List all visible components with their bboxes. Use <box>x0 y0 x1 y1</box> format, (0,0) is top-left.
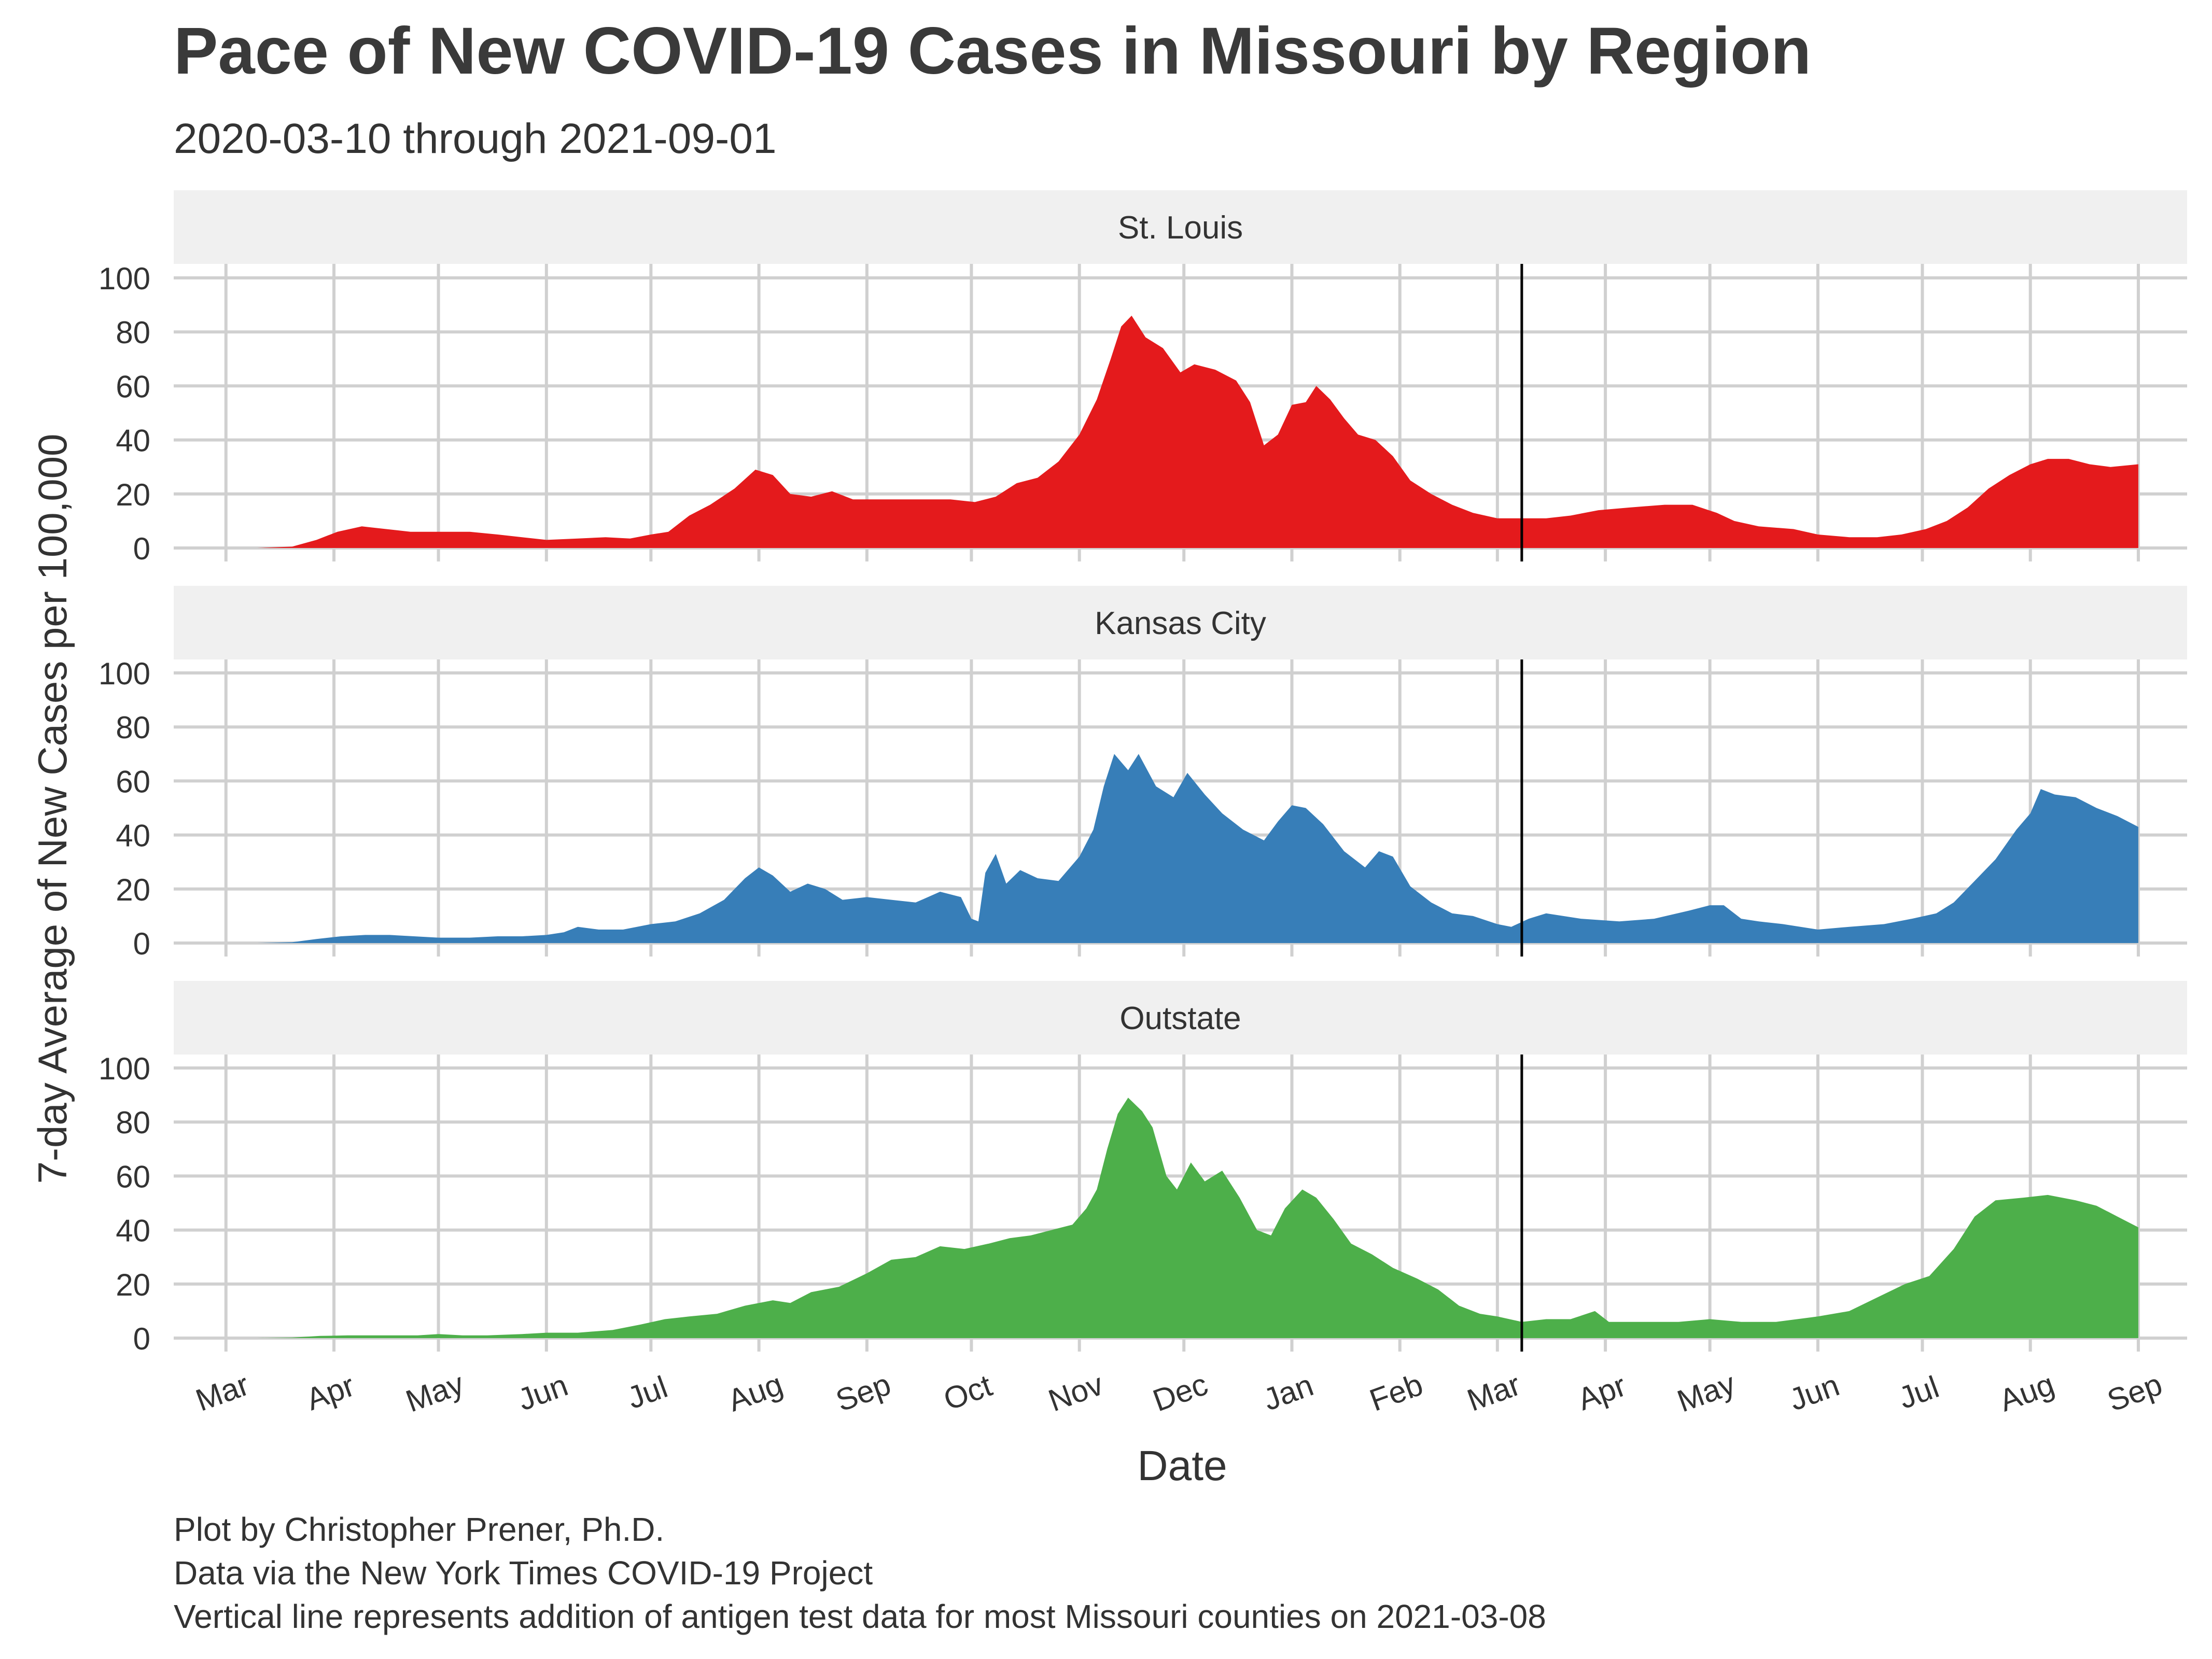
facet-strip <box>174 981 2187 1055</box>
y-tick-label: 60 <box>116 764 150 799</box>
y-tick-label: 20 <box>116 477 150 512</box>
facet-strip <box>174 586 2187 659</box>
y-tick-label: 80 <box>116 1105 150 1140</box>
y-tick-label: 20 <box>116 873 150 907</box>
y-tick-label: 100 <box>99 656 150 691</box>
y-tick-label: 0 <box>133 1321 150 1356</box>
x-axis-title: Date <box>1137 1442 1227 1489</box>
y-tick-label: 0 <box>133 926 150 961</box>
facet-label: Kansas City <box>1095 606 1266 641</box>
y-tick-label: 60 <box>116 1159 150 1194</box>
area-st-louis <box>257 315 2138 548</box>
y-axis-title: 7-day Average of New Cases per 100,000 <box>30 434 75 1184</box>
caption-line-2: Data via the New York Times COVID-19 Pro… <box>174 1554 873 1592</box>
facet-label: Outstate <box>1119 1001 1241 1036</box>
panel-kansas-city: Kansas City 0 20 40 60 80 100 <box>99 586 2187 961</box>
y-tick-label: 100 <box>99 1051 150 1086</box>
area-outstate <box>257 1098 2138 1338</box>
panel-outstate: Outstate 0 20 40 60 80 100 <box>99 981 2187 1356</box>
y-tick-label: 80 <box>116 710 150 745</box>
caption-line-3: Vertical line represents addition of ant… <box>174 1598 1546 1635</box>
panel-st-louis: St. Louis 0 20 40 60 80 100 <box>99 190 2187 566</box>
caption-line-1: Plot by Christopher Prener, Ph.D. <box>174 1511 664 1548</box>
facet-strip <box>174 190 2187 264</box>
area-kansas-city <box>257 754 2138 943</box>
chart-subtitle: 2020-03-10 through 2021-09-01 <box>174 115 777 162</box>
y-tick-label: 0 <box>133 531 150 566</box>
y-tick-label: 40 <box>116 1214 150 1248</box>
y-tick-label: 20 <box>116 1268 150 1302</box>
y-tick-label: 60 <box>116 369 150 404</box>
y-tick-label: 40 <box>116 819 150 853</box>
chart-title: Pace of New COVID-19 Cases in Missouri b… <box>174 14 1811 88</box>
y-tick-label: 80 <box>116 315 150 350</box>
y-tick-label: 100 <box>99 261 150 296</box>
facet-label: St. Louis <box>1118 210 1243 246</box>
y-tick-label: 40 <box>116 424 150 458</box>
